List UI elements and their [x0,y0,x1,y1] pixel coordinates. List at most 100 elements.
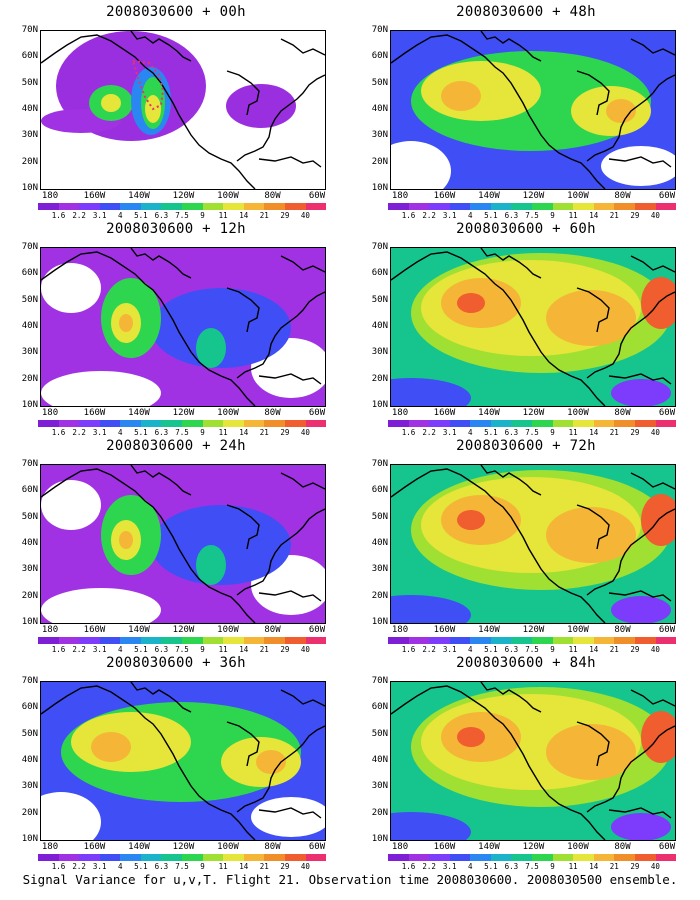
colorbar-swatch [264,637,285,644]
colorbar-label: 21 [259,211,269,220]
colorbar-label: 3.1 [92,645,107,654]
colorbar-swatch [532,637,553,644]
colorbar [388,203,677,210]
lat-label: 30N [21,781,38,792]
coastline [41,251,256,406]
colorbar-swatch [99,637,121,644]
flight-track [131,59,165,111]
coastline [280,472,325,490]
colorbar-swatch [634,637,656,644]
lat-label: 70N [371,242,388,252]
colorbar-swatch [223,637,244,644]
lon-label: 60W [658,191,676,201]
colorbar-label: 21 [609,645,619,654]
lon-label: 80W [264,408,281,418]
colorbar-swatch [223,203,244,210]
lat-label: 40N [21,755,38,765]
lon-label: 160W [83,191,106,201]
colorbar-label: 6.3 [504,428,519,437]
colorbar-swatch [573,203,594,210]
lat-label: 70N [371,459,388,469]
lat-label: 30N [371,130,388,141]
colorbar-swatch [614,637,635,644]
colorbar-label: 11 [218,211,228,220]
colorbar-labels: 1.6 2.2 3.1 4 5.1 6.3 7.5 9 11 14 21 29 40 [38,428,326,438]
colorbar-swatch [593,854,615,861]
lon-label: 140W [128,625,150,635]
colorbar-swatch [449,637,471,644]
lat-label: 20N [371,156,388,167]
lon-label: 120W [172,408,195,418]
coastline [130,465,192,496]
colorbar-label: 29 [280,862,290,871]
colorbar-swatch [552,637,574,644]
coastline [258,807,322,819]
lat-label: 40N [371,104,388,114]
colorbar-label: 11 [218,862,228,871]
lon-label: 80W [614,625,631,635]
colorbar-label: 2.2 [422,211,436,220]
lat-label: 60N [371,51,388,62]
colorbar-swatch [593,420,615,427]
lat-label: 50N [371,77,388,88]
colorbar-label: 14 [589,862,599,871]
colorbar-swatch [243,420,265,427]
colorbar-swatch [388,637,409,644]
colorbar-swatch [243,637,265,644]
colorbar-label: 11 [218,645,228,654]
panel-title: 2008030600 + 00h [106,4,246,20]
colorbar-label: 4 [468,862,473,871]
colorbar-label: 2.2 [72,862,86,871]
coastline [576,70,610,116]
colorbar-swatch [388,420,409,427]
colorbar-swatch [79,854,100,861]
colorbar-label: 2.2 [72,428,86,437]
colorbar-label: 2.2 [72,645,86,654]
colorbar [38,420,327,427]
lat-label: 10N [21,617,38,627]
lon-label: 100W [217,625,239,635]
coastline [586,508,675,596]
panel-title: 2008030600 + 36h [106,655,246,671]
colorbar-swatch [490,203,512,210]
lat-label: 10N [371,834,388,844]
colorbar-swatch [429,203,450,210]
colorbar-label: 1.6 [51,211,66,220]
lat-label: 30N [371,347,388,358]
colorbar-swatch [614,420,635,427]
colorbar-label: 14 [239,211,249,220]
lon-label: 160W [83,625,106,635]
colorbar-swatch [511,637,533,644]
figure-caption: Signal Variance for u,v,T. Flight 21. Ob… [22,872,678,887]
colorbar-swatch [182,420,203,427]
colorbar-label: 29 [280,211,290,220]
colorbar-swatch [552,854,574,861]
colorbar-swatch [99,854,121,861]
lat-label: 60N [21,485,38,496]
lat-label: 70N [371,25,388,35]
colorbar-swatch [38,637,59,644]
lat-label: 60N [371,268,388,279]
variance-field [391,31,675,189]
colorbar-label: 3.1 [92,862,107,871]
colorbar-swatch [449,420,471,427]
colorbar-swatch [511,854,533,861]
colorbar-label: 21 [259,645,269,654]
coastline [480,682,542,713]
lat-label: 50N [21,294,38,305]
colorbar-swatch [449,854,471,861]
map-plot [40,247,326,407]
colorbar-label: 11 [568,428,578,437]
colorbar-swatch [552,203,574,210]
colorbar-swatch [305,637,327,644]
lon-label: 180 [41,842,59,852]
colorbar-label: 3.1 [92,211,107,220]
colorbar-swatch [223,420,244,427]
lon-label: 60W [658,408,676,418]
coastline [391,685,606,840]
colorbar-label: 9 [550,862,555,871]
panel-title: 2008030600 + 12h [106,221,246,237]
lon-label: 100W [217,842,239,852]
variance-field [41,31,325,189]
lon-label: 60W [658,625,676,635]
